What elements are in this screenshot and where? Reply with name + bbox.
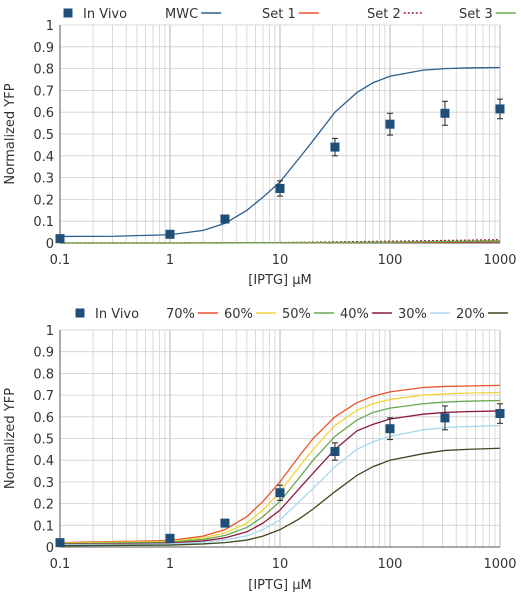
x-tick-label: 100	[378, 557, 403, 572]
series-line-20-	[60, 447, 500, 547]
x-tick-label: 1000	[483, 253, 516, 268]
x-tick-label: 0.1	[50, 253, 71, 268]
chart-2: 00.10.20.30.40.50.60.70.80.910.1 1 10 100 10…	[3, 307, 517, 593]
legend: In Vivo 70% 60% 50% 40% 30% 20%	[75, 307, 508, 322]
grid	[59, 24, 501, 244]
y-tick-label: 0.3	[33, 476, 54, 491]
y-tick-label: 0	[46, 541, 54, 556]
legend-label: In Vivo	[83, 7, 127, 22]
data-point	[220, 214, 230, 224]
x-tick-label: 1	[166, 557, 174, 572]
legend-label: Set 2	[367, 7, 401, 22]
y-tick-label: 0.7	[33, 84, 54, 99]
x-tick-label: 10	[272, 557, 289, 572]
data-point	[220, 518, 230, 528]
series-line-50-	[60, 399, 500, 545]
y-tick-label: 0.7	[33, 389, 54, 404]
chart-1: 00.10.20.30.40.50.60.70.80.910.1 1 10 100 10…	[3, 7, 517, 288]
series-line-30-	[60, 424, 500, 546]
y-tick-label: 0.5	[33, 433, 54, 448]
y-tick-label: 0.5	[33, 128, 54, 143]
data-point	[495, 409, 505, 419]
y-tick-label: 0.1	[33, 215, 54, 230]
grid	[59, 329, 501, 548]
legend: In Vivo MWC Set 1 Set 2 Set 3	[63, 7, 516, 22]
x-tick-label: 1000	[483, 557, 516, 572]
data-point	[275, 488, 285, 498]
legend-label: 30%	[398, 307, 427, 322]
x-tick-label: 10	[272, 253, 289, 268]
legend-label: 40%	[340, 307, 369, 322]
y-tick-label: 0	[46, 237, 54, 252]
data-point	[165, 229, 175, 239]
y-tick-label: 0.6	[33, 106, 54, 121]
data-point	[165, 533, 175, 543]
legend-label: 70%	[166, 307, 195, 322]
series-line-mwc	[60, 66, 500, 238]
legend-label: MWC	[165, 7, 198, 22]
data-point	[495, 104, 505, 114]
y-tick-label: 0.4	[33, 454, 54, 469]
legend-label: In Vivo	[95, 307, 139, 322]
legend-label: 50%	[282, 307, 311, 322]
data-point	[55, 538, 65, 548]
y-tick-label: 0.2	[33, 498, 54, 513]
x-axis-label: [IPTG] μM	[248, 273, 311, 288]
x-axis-label: [IPTG] μM	[248, 578, 311, 593]
y-tick-label: 0.2	[33, 193, 54, 208]
y-tick-label: 0.9	[33, 346, 54, 361]
data-point	[330, 142, 340, 152]
legend-label: Set 1	[262, 7, 296, 22]
legend-label: 20%	[456, 307, 485, 322]
series-line-60-	[60, 391, 500, 544]
series-line-set-3	[60, 240, 500, 244]
y-axis-label: Normalized YFP	[3, 83, 18, 184]
data-point	[275, 184, 285, 193]
data-point	[330, 447, 340, 457]
series-line-70-	[60, 384, 500, 544]
data-point	[385, 424, 395, 434]
data-point	[55, 234, 65, 244]
legend-label: 60%	[224, 307, 253, 322]
series-line-40-	[60, 410, 500, 546]
y-axis-label: Normalized YFP	[3, 388, 18, 489]
x-tick-label: 1	[166, 253, 174, 268]
legend-marker	[63, 8, 73, 18]
x-tick-label: 0.1	[50, 557, 71, 572]
y-tick-label: 0.8	[33, 63, 54, 78]
data-point	[385, 119, 395, 129]
y-tick-label: 1	[46, 19, 54, 34]
x-tick-label: 100	[378, 253, 403, 268]
legend-marker	[75, 308, 85, 318]
y-tick-label: 0.1	[33, 519, 54, 534]
data-point	[440, 108, 450, 118]
y-tick-label: 0.4	[33, 150, 54, 165]
data-point	[440, 413, 450, 423]
y-tick-label: 0.6	[33, 411, 54, 426]
legend-label: Set 3	[459, 7, 493, 22]
y-tick-label: 0.3	[33, 172, 54, 187]
y-tick-label: 0.9	[33, 41, 54, 56]
y-tick-label: 1	[46, 324, 54, 339]
y-tick-label: 0.8	[33, 367, 54, 382]
